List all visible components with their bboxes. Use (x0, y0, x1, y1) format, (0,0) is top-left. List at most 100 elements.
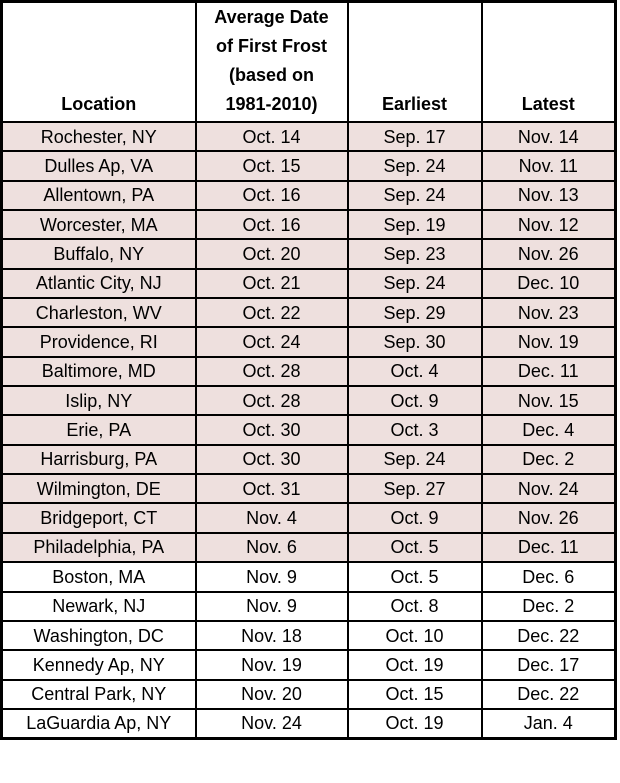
latest-cell: Dec. 11 (480, 355, 617, 388)
average-date-cell: Oct. 20 (194, 238, 349, 270)
table-row: Central Park, NY Nov. 20 Oct. 15 Dec. 22 (0, 678, 617, 710)
column-header-location: Location (0, 0, 197, 123)
location-cell: Allentown, PA (0, 179, 197, 212)
table-row: Worcester, MA Oct. 16 Sep. 19 Nov. 12 (0, 209, 617, 241)
location-cell: Kennedy Ap, NY (0, 649, 197, 681)
earliest-cell: Sep. 27 (346, 473, 483, 505)
latest-cell: Nov. 26 (480, 502, 617, 534)
average-date-cell: Oct. 28 (194, 385, 349, 417)
table-row: Washington, DC Nov. 18 Oct. 10 Dec. 22 (0, 619, 617, 652)
average-date-cell: Oct. 30 (194, 443, 349, 476)
table-row: Islip, NY Oct. 28 Oct. 9 Nov. 15 (0, 385, 617, 417)
table-row: Newark, NJ Nov. 9 Oct. 8 Dec. 2 (0, 590, 617, 622)
earliest-cell: Oct. 5 (346, 561, 483, 593)
latest-cell: Nov. 12 (480, 209, 617, 241)
table-row: Wilmington, DE Oct. 31 Sep. 27 Nov. 24 (0, 473, 617, 505)
table-row: Buffalo, NY Oct. 20 Sep. 23 Nov. 26 (0, 238, 617, 270)
earliest-cell: Sep. 17 (346, 120, 483, 153)
average-date-cell: Oct. 24 (194, 326, 349, 358)
earliest-cell: Sep. 24 (346, 150, 483, 182)
table-row: Boston, MA Nov. 9 Oct. 5 Dec. 6 (0, 561, 617, 593)
earliest-cell: Oct. 3 (346, 414, 483, 446)
location-cell: Erie, PA (0, 414, 197, 446)
table-row: Allentown, PA Oct. 16 Sep. 24 Nov. 13 (0, 179, 617, 212)
earliest-cell: Sep. 24 (346, 179, 483, 212)
earliest-cell: Sep. 29 (346, 297, 483, 329)
column-header-earliest: Earliest (346, 0, 483, 123)
latest-cell: Dec. 22 (480, 678, 617, 710)
average-date-cell: Nov. 24 (194, 707, 349, 740)
latest-cell: Nov. 19 (480, 326, 617, 358)
latest-cell: Jan. 4 (480, 707, 617, 740)
location-cell: LaGuardia Ap, NY (0, 707, 197, 740)
location-cell: Wilmington, DE (0, 473, 197, 505)
latest-cell: Nov. 14 (480, 120, 617, 153)
average-date-cell: Nov. 18 (194, 619, 349, 652)
column-header-latest: Latest (480, 0, 617, 123)
location-cell: Atlantic City, NJ (0, 267, 197, 300)
table-row: Rochester, NY Oct. 14 Sep. 17 Nov. 14 (0, 120, 617, 153)
earliest-cell: Oct. 9 (346, 502, 483, 534)
table-row: LaGuardia Ap, NY Nov. 24 Oct. 19 Jan. 4 (0, 707, 617, 740)
table-row: Dulles Ap, VA Oct. 15 Sep. 24 Nov. 11 (0, 150, 617, 182)
latest-cell: Nov. 11 (480, 150, 617, 182)
latest-cell: Nov. 26 (480, 238, 617, 270)
latest-cell: Nov. 13 (480, 179, 617, 212)
earliest-cell: Oct. 10 (346, 619, 483, 652)
latest-cell: Dec. 4 (480, 414, 617, 446)
latest-cell: Dec. 10 (480, 267, 617, 300)
latest-cell: Dec. 17 (480, 649, 617, 681)
location-cell: Providence, RI (0, 326, 197, 358)
location-cell: Philadelphia, PA (0, 531, 197, 564)
location-cell: Baltimore, MD (0, 355, 197, 388)
earliest-cell: Oct. 4 (346, 355, 483, 388)
table-body: Rochester, NY Oct. 14 Sep. 17 Nov. 14 Du… (0, 120, 617, 740)
table-row: Providence, RI Oct. 24 Sep. 30 Nov. 19 (0, 326, 617, 358)
latest-cell: Dec. 11 (480, 531, 617, 564)
table-row: Kennedy Ap, NY Nov. 19 Oct. 19 Dec. 17 (0, 649, 617, 681)
earliest-cell: Sep. 24 (346, 267, 483, 300)
average-date-cell: Nov. 9 (194, 561, 349, 593)
average-date-cell: Nov. 6 (194, 531, 349, 564)
table-row: Charleston, WV Oct. 22 Sep. 29 Nov. 23 (0, 297, 617, 329)
earliest-cell: Oct. 15 (346, 678, 483, 710)
latest-cell: Nov. 23 (480, 297, 617, 329)
average-date-cell: Nov. 19 (194, 649, 349, 681)
location-cell: Harrisburg, PA (0, 443, 197, 476)
table-header: Location Average Date of First Frost (ba… (0, 0, 617, 123)
location-cell: Dulles Ap, VA (0, 150, 197, 182)
location-cell: Washington, DC (0, 619, 197, 652)
earliest-cell: Oct. 8 (346, 590, 483, 622)
average-date-cell: Nov. 9 (194, 590, 349, 622)
location-cell: Central Park, NY (0, 678, 197, 710)
table-row: Atlantic City, NJ Oct. 21 Sep. 24 Dec. 1… (0, 267, 617, 300)
average-date-cell: Oct. 16 (194, 209, 349, 241)
latest-cell: Dec. 22 (480, 619, 617, 652)
earliest-cell: Sep. 19 (346, 209, 483, 241)
column-header-average-date: Average Date of First Frost (based on 19… (194, 0, 349, 123)
location-cell: Bridgeport, CT (0, 502, 197, 534)
location-cell: Worcester, MA (0, 209, 197, 241)
average-date-cell: Oct. 28 (194, 355, 349, 388)
earliest-cell: Oct. 9 (346, 385, 483, 417)
average-date-cell: Oct. 31 (194, 473, 349, 505)
average-date-cell: Nov. 4 (194, 502, 349, 534)
first-frost-table: Location Average Date of First Frost (ba… (0, 0, 617, 740)
latest-cell: Nov. 24 (480, 473, 617, 505)
earliest-cell: Sep. 24 (346, 443, 483, 476)
earliest-cell: Sep. 23 (346, 238, 483, 270)
average-date-cell: Oct. 21 (194, 267, 349, 300)
header-row: Location Average Date of First Frost (ba… (0, 0, 617, 123)
latest-cell: Dec. 6 (480, 561, 617, 593)
table-row: Erie, PA Oct. 30 Oct. 3 Dec. 4 (0, 414, 617, 446)
location-cell: Islip, NY (0, 385, 197, 417)
earliest-cell: Oct. 19 (346, 707, 483, 740)
earliest-cell: Oct. 5 (346, 531, 483, 564)
location-cell: Charleston, WV (0, 297, 197, 329)
table-row: Philadelphia, PA Nov. 6 Oct. 5 Dec. 11 (0, 531, 617, 564)
earliest-cell: Sep. 30 (346, 326, 483, 358)
location-cell: Newark, NJ (0, 590, 197, 622)
average-date-cell: Oct. 22 (194, 297, 349, 329)
latest-cell: Dec. 2 (480, 443, 617, 476)
latest-cell: Dec. 2 (480, 590, 617, 622)
